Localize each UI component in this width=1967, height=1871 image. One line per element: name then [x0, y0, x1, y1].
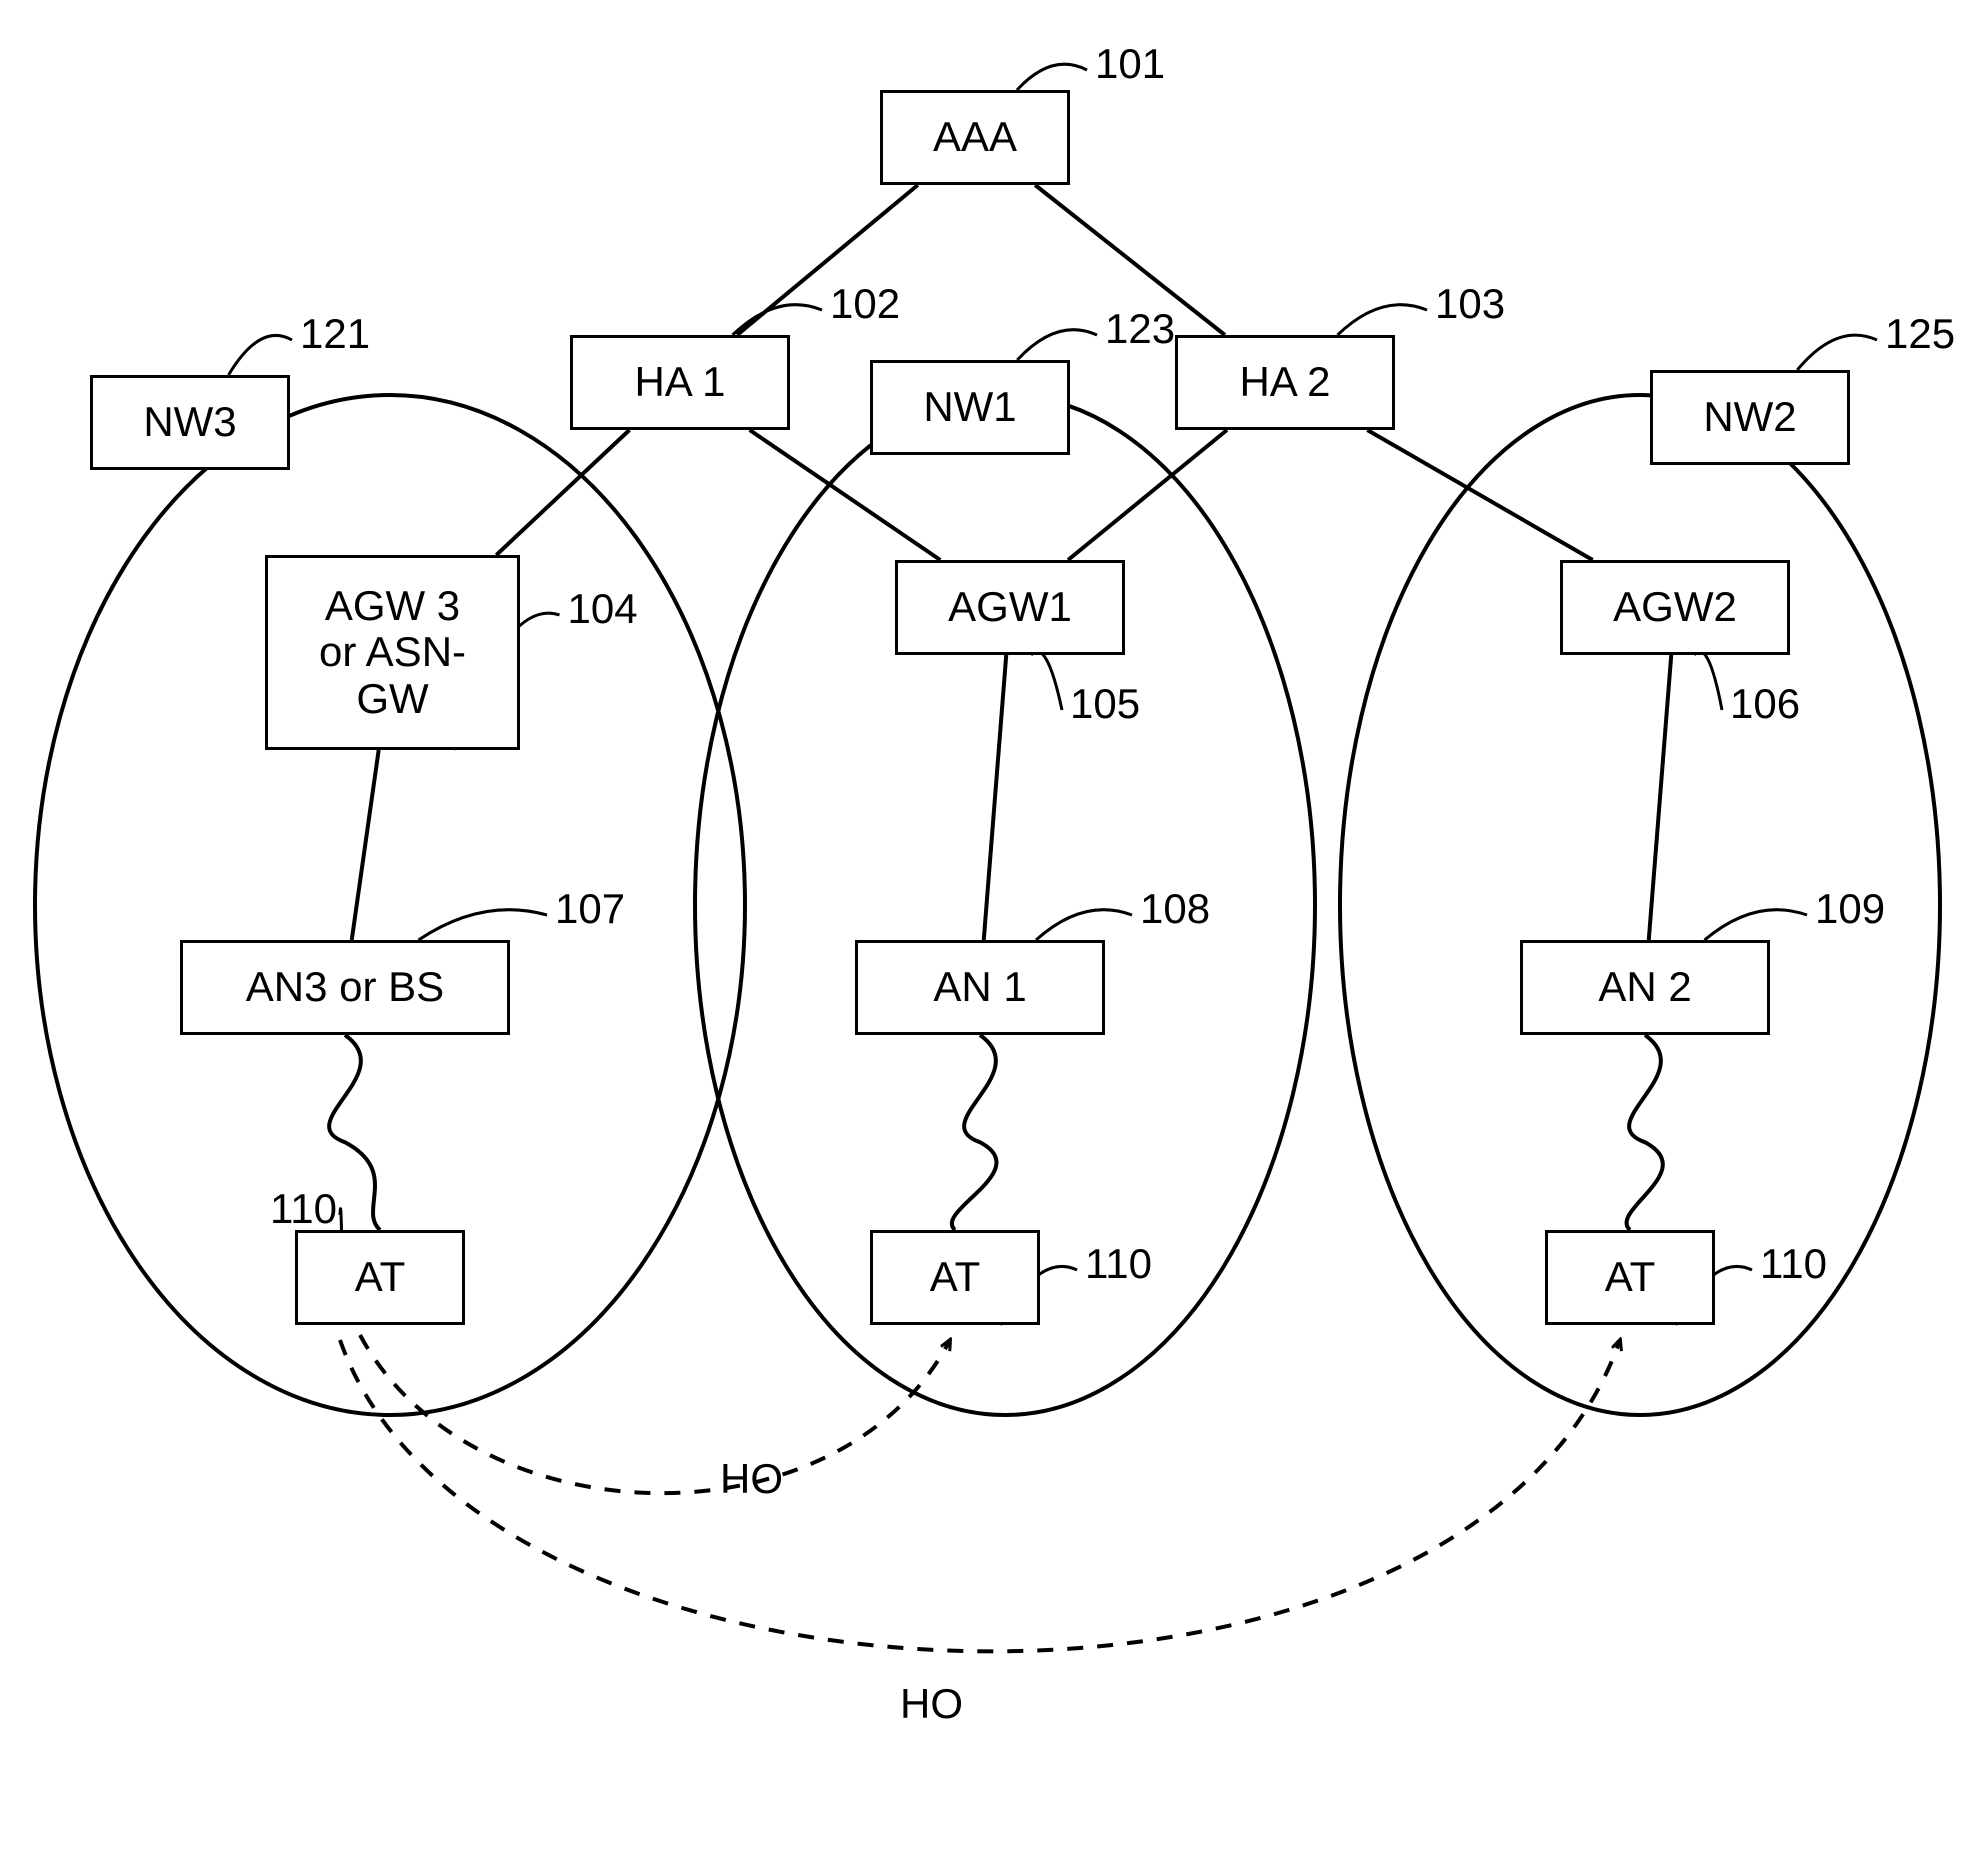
- ref-at1: 110: [1085, 1240, 1152, 1288]
- node-at2-label: AT: [1605, 1254, 1656, 1300]
- node-ha1: HA 1: [570, 335, 790, 430]
- ref-nw2: 125: [1885, 310, 1955, 358]
- node-aaa-label: AAA: [933, 114, 1017, 160]
- node-agw3-label: AGW 3or ASN-GW: [319, 583, 466, 722]
- node-ha2-label: HA 2: [1239, 359, 1330, 405]
- node-agw2: AGW2: [1560, 560, 1790, 655]
- diagram-svg: [0, 0, 1967, 1871]
- ref-an2: 109: [1815, 885, 1885, 933]
- node-an1: AN 1: [855, 940, 1105, 1035]
- ref-ha1: 102: [830, 280, 900, 328]
- node-agw1-label: AGW1: [948, 584, 1072, 630]
- ref-agw3: 104: [568, 585, 638, 633]
- ref-nw1: 123: [1105, 305, 1175, 353]
- node-an3: AN3 or BS: [180, 940, 510, 1035]
- ref-an1: 108: [1140, 885, 1210, 933]
- ref-nw3: 121: [300, 310, 370, 358]
- node-at1-label: AT: [930, 1254, 981, 1300]
- ref-agw2: 106: [1730, 680, 1800, 728]
- node-nw3: NW3: [90, 375, 290, 470]
- label-ho1: HO: [720, 1455, 783, 1503]
- node-at2: AT: [1545, 1230, 1715, 1325]
- node-an2: AN 2: [1520, 940, 1770, 1035]
- node-nw3-label: NW3: [143, 399, 236, 445]
- node-an1-label: AN 1: [933, 964, 1026, 1010]
- label-ho2: HO: [900, 1680, 963, 1728]
- node-at1: AT: [870, 1230, 1040, 1325]
- node-nw2: NW2: [1650, 370, 1850, 465]
- node-nw2-label: NW2: [1703, 394, 1796, 440]
- node-aaa: AAA: [880, 90, 1070, 185]
- node-ha1-label: HA 1: [634, 359, 725, 405]
- ref-ha2: 103: [1435, 280, 1505, 328]
- ref-aaa: 101: [1095, 40, 1165, 88]
- node-at3-label: AT: [355, 1254, 406, 1300]
- node-nw1: NW1: [870, 360, 1070, 455]
- node-at3: AT: [295, 1230, 465, 1325]
- node-ha2: HA 2: [1175, 335, 1395, 430]
- ref-at3: 110: [270, 1185, 337, 1233]
- diagram-canvas: AAA 101 HA 1 102 HA 2 103 NW3 121 NW1 123 NW2 125 AG…: [0, 0, 1967, 1871]
- ref-agw1: 105: [1070, 680, 1140, 728]
- ref-an3: 107: [555, 885, 625, 933]
- node-agw1: AGW1: [895, 560, 1125, 655]
- node-an2-label: AN 2: [1598, 964, 1691, 1010]
- node-an3-label: AN3 or BS: [246, 964, 444, 1010]
- node-nw1-label: NW1: [923, 384, 1016, 430]
- ref-at2: 110: [1760, 1240, 1827, 1288]
- node-agw3: AGW 3or ASN-GW: [265, 555, 520, 750]
- node-agw2-label: AGW2: [1613, 584, 1737, 630]
